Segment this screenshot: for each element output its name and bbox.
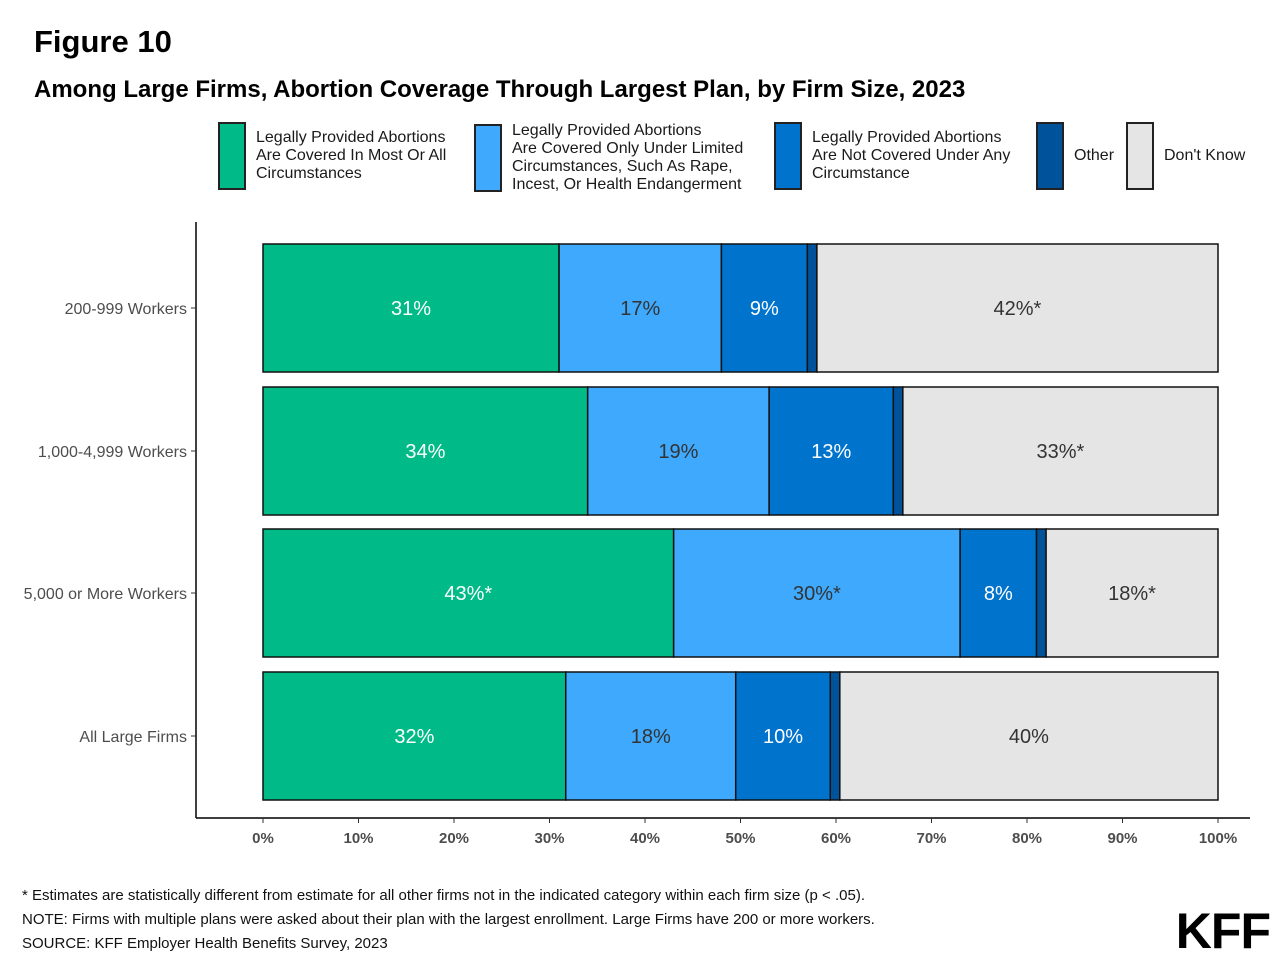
data-label: 31% — [391, 298, 431, 320]
bar-segment — [262, 243, 560, 373]
bar-segment — [829, 671, 841, 801]
data-label: 8% — [984, 583, 1013, 605]
data-label: 42%* — [994, 298, 1042, 320]
bar-segment — [806, 243, 818, 373]
footnotes: * Estimates are statistically different … — [22, 884, 875, 956]
bar-segment — [564, 671, 737, 801]
y-tick-label: All Large Firms — [79, 729, 187, 746]
legend-label: Legally Provided Abortions Are Covered O… — [512, 122, 744, 193]
data-label: 32% — [394, 726, 434, 748]
data-label: 10% — [763, 726, 803, 748]
bar-segment — [816, 243, 1219, 373]
data-label: 17% — [620, 298, 660, 320]
legend-label: Don't Know — [1164, 147, 1246, 164]
data-label: 18%* — [1108, 583, 1156, 605]
bar-segment — [262, 528, 675, 658]
bar-segment — [768, 386, 895, 516]
legend-swatch — [1036, 122, 1064, 190]
y-tick-label: 200-999 Workers — [65, 301, 187, 318]
figure-label: Figure 10 — [34, 24, 172, 59]
bar-segment — [262, 386, 589, 516]
x-tick-label: 60% — [821, 830, 851, 847]
x-tick-label: 40% — [630, 830, 660, 847]
x-tick-label: 30% — [534, 830, 564, 847]
legend-swatch — [218, 122, 246, 190]
y-tick-label: 5,000 or More Workers — [24, 586, 187, 603]
bar-segment — [558, 243, 723, 373]
bar-segment — [734, 671, 832, 801]
data-label: 34% — [405, 441, 445, 463]
legend-swatch — [774, 122, 802, 190]
x-tick-label: 100% — [1199, 830, 1237, 847]
footnote-source: SOURCE: KFF Employer Health Benefits Sur… — [22, 935, 388, 952]
data-label: 18% — [631, 726, 671, 748]
footnote-note: NOTE: Firms with multiple plans were ask… — [22, 911, 875, 928]
legend-swatch — [1126, 122, 1154, 190]
legend-label: Legally Provided Abortions Are Covered I… — [256, 129, 447, 182]
bar-chart: 0% 10% 20% 30% 40% 50% 60% 70% 80% 90% 100% 200-999… — [24, 222, 1250, 847]
legend-item: Legally Provided Abortions Are Not Cover… — [774, 122, 1010, 190]
data-label: 43%* — [444, 583, 492, 605]
x-tick-label: 10% — [343, 830, 373, 847]
x-tick-label: 50% — [725, 830, 755, 847]
y-tick-label: 1,000-4,999 Workers — [38, 444, 187, 461]
data-label: 19% — [658, 441, 698, 463]
bar-segment — [1035, 528, 1047, 658]
chart-title: Among Large Firms, Abortion Coverage Thr… — [34, 76, 966, 103]
legend-label: Other — [1074, 147, 1115, 164]
legend-item: Don't Know — [1126, 122, 1245, 190]
legend-item: Legally Provided Abortions Are Covered O… — [474, 122, 743, 194]
bar-segment — [892, 386, 904, 516]
x-tick-label: 70% — [916, 830, 946, 847]
bar-segment — [902, 386, 1219, 516]
data-label: 30%* — [793, 583, 841, 605]
legend-item: Other — [1036, 122, 1114, 190]
data-label: 33%* — [1037, 441, 1085, 463]
x-tick-label: 20% — [439, 830, 469, 847]
legend-label: Legally Provided Abortions Are Not Cover… — [812, 129, 1011, 182]
x-tick-label: 80% — [1012, 830, 1042, 847]
data-label: 9% — [750, 298, 779, 320]
bar-segment — [672, 528, 961, 658]
data-label: 40% — [1009, 726, 1049, 748]
bar-segment — [262, 671, 567, 801]
bar-segment — [720, 243, 809, 373]
x-tick-label: 0% — [252, 830, 274, 847]
chart-legend: Legally Provided Abortions Are Covered I… — [0, 0, 1280, 200]
data-label: 13% — [811, 441, 851, 463]
bar-segment — [1045, 528, 1219, 658]
bar-segment — [959, 528, 1038, 658]
x-tick-label: 90% — [1107, 830, 1137, 847]
legend-swatch — [474, 124, 502, 192]
footnote-significance: * Estimates are statistically different … — [22, 887, 865, 904]
bar-segment — [839, 671, 1219, 801]
bar-segment — [586, 386, 770, 516]
legend-item: Legally Provided Abortions Are Covered I… — [218, 122, 446, 190]
kff-logo: KFF — [1175, 903, 1271, 959]
